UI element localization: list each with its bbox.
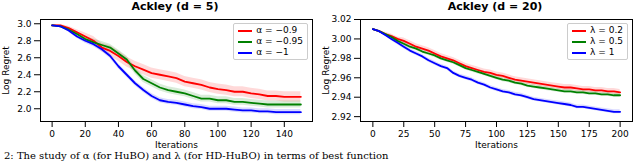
svg-text:2.92: 2.92 (331, 112, 351, 122)
svg-text:2.2: 2.2 (17, 87, 31, 97)
html-text:λ = 1: λ = 1 (590, 47, 615, 57)
svg-text:40: 40 (113, 129, 125, 139)
svg-text:2.8: 2.8 (17, 36, 32, 46)
svg-text:Iterations: Iterations (155, 140, 198, 150)
svg-text:0: 0 (370, 129, 376, 139)
html-text:2: The study of α (for HuBO) a: 2: The study of α (for HuBO) and λ (for … (4, 150, 389, 161)
svg-text:Log Regret: Log Regret (1, 46, 11, 95)
svg-text:Log Regret: Log Regret (321, 46, 331, 95)
svg-text:2.4: 2.4 (17, 70, 32, 80)
svg-text:60: 60 (146, 129, 158, 139)
html-text:λ = 0.5: λ = 0.5 (590, 36, 623, 46)
svg-text:20: 20 (80, 129, 92, 139)
svg-text:2.0: 2.0 (17, 104, 32, 114)
html-text:λ = 0.2: λ = 0.2 (590, 25, 623, 35)
html-text:α = −0.9: α = −0.9 (256, 25, 298, 35)
svg-text:3.02: 3.02 (331, 14, 351, 24)
html-text:α = −0.95: α = −0.95 (256, 36, 303, 46)
svg-text:150: 150 (550, 129, 567, 139)
svg-text:100: 100 (209, 129, 226, 139)
svg-text:80: 80 (179, 129, 191, 139)
svg-text:2.6: 2.6 (17, 53, 32, 63)
svg-text:140: 140 (276, 129, 293, 139)
svg-text:100: 100 (488, 129, 505, 139)
svg-text:50: 50 (429, 129, 441, 139)
svg-text:125: 125 (519, 129, 536, 139)
svg-text:3.00: 3.00 (331, 34, 351, 44)
svg-text:Iterations: Iterations (475, 140, 518, 150)
svg-text:2.98: 2.98 (331, 53, 351, 63)
html-text:α = −1: α = −1 (256, 47, 289, 57)
svg-text:25: 25 (398, 129, 409, 139)
html-text:Ackley (d = 5): Ackley (d = 5) (131, 0, 219, 13)
svg-text:0: 0 (49, 129, 55, 139)
svg-text:2.94: 2.94 (331, 92, 351, 102)
svg-text:175: 175 (581, 129, 598, 139)
html-text:Ackley (d = 20): Ackley (d = 20) (447, 0, 543, 13)
svg-text:200: 200 (612, 129, 629, 139)
svg-text:75: 75 (460, 129, 471, 139)
svg-text:120: 120 (243, 129, 260, 139)
svg-text:3.0: 3.0 (17, 19, 32, 29)
svg-text:2.96: 2.96 (331, 73, 351, 83)
